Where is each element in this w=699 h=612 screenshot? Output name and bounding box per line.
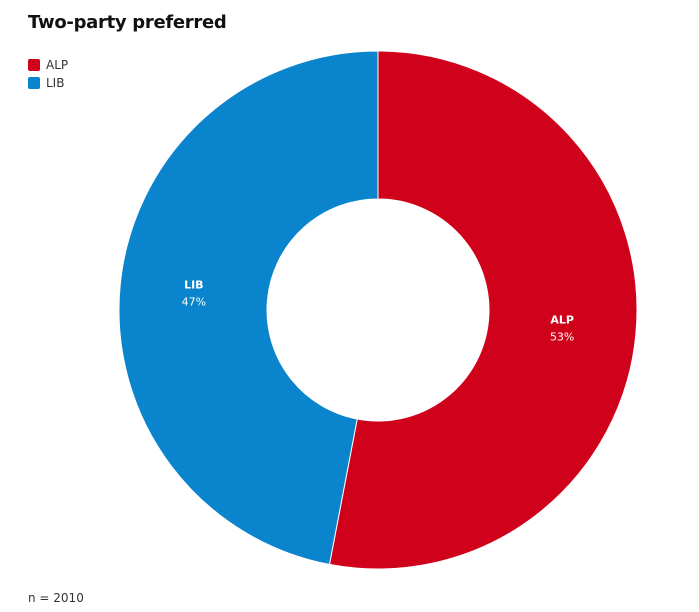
slice-label-lib: LIB bbox=[184, 279, 204, 292]
legend-label-lib: LIB bbox=[46, 76, 65, 90]
legend: ALP LIB bbox=[28, 56, 68, 92]
sample-size-note: n = 2010 bbox=[28, 591, 84, 605]
slice-lib[interactable] bbox=[118, 50, 379, 565]
chart-title: Two-party preferred bbox=[28, 12, 227, 33]
slice-value-alp: 53% bbox=[550, 330, 574, 343]
legend-swatch-alp bbox=[28, 59, 40, 71]
slice-label-alp: ALP bbox=[550, 313, 574, 326]
legend-item-lib[interactable]: LIB bbox=[28, 74, 68, 92]
slice-value-lib: 47% bbox=[182, 296, 206, 309]
legend-item-alp[interactable]: ALP bbox=[28, 56, 68, 74]
slice-alp[interactable] bbox=[328, 50, 638, 570]
legend-swatch-lib bbox=[28, 77, 40, 89]
legend-label-alp: ALP bbox=[46, 58, 69, 72]
